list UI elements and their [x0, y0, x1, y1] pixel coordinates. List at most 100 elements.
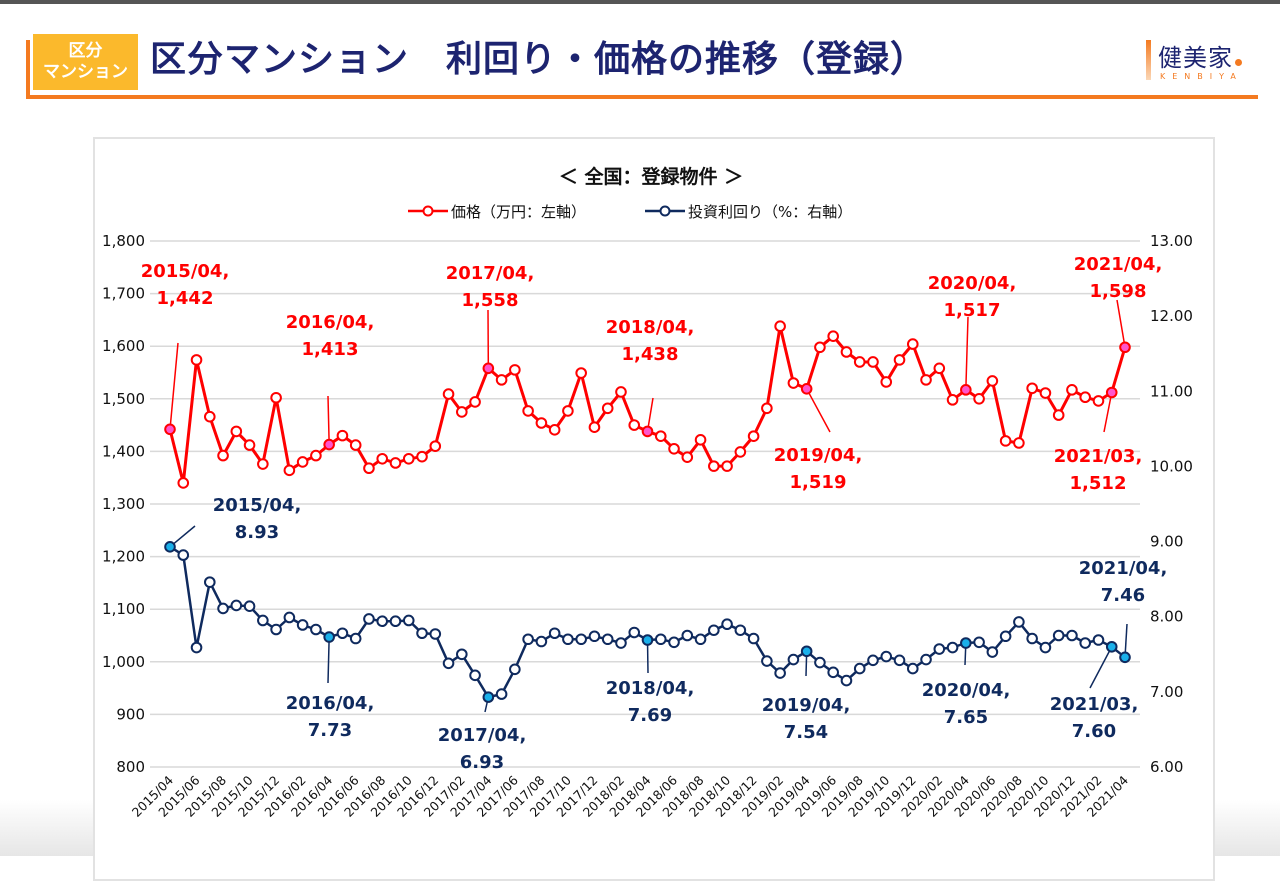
annotation-label-date: 2021/04,: [1074, 254, 1163, 275]
price-point: [245, 440, 255, 450]
price-point: [1107, 388, 1117, 398]
y-right-tick-label: 6.00: [1150, 758, 1183, 776]
y-left-tick-label: 1,300: [102, 495, 145, 513]
yield-point: [563, 634, 573, 644]
annotation-leader-line: [328, 637, 329, 683]
x-axis: 2015/042015/062015/082015/102015/122016/…: [129, 772, 1131, 819]
price-point: [523, 406, 533, 416]
legend: 価格（万円：左軸） 投資利回り（%：右軸）: [408, 203, 852, 221]
y-right-tick-label: 13.00: [1150, 232, 1193, 250]
yield-point: [232, 601, 242, 611]
yield-point: [523, 634, 533, 644]
yield-point: [802, 646, 812, 656]
y-right-tick-label: 11.00: [1150, 382, 1193, 400]
annotation-leader-line: [328, 396, 329, 445]
annotation-leader-line: [807, 389, 830, 432]
annotation-leader-line: [1117, 300, 1125, 347]
legend-price-marker-icon: [424, 207, 433, 216]
annotation-label-value: 6.93: [460, 752, 504, 773]
price-point: [165, 425, 175, 435]
yield-point: [1041, 643, 1051, 653]
price-point: [590, 422, 600, 432]
annotation-label-date: 2020/04,: [922, 680, 1011, 701]
price-point: [789, 378, 799, 388]
price-point: [1094, 396, 1104, 406]
price-point: [457, 407, 467, 417]
annotation-label-value: 1,558: [462, 290, 519, 311]
price-point: [643, 427, 653, 437]
price-point: [669, 444, 679, 454]
yield-point: [643, 635, 653, 645]
annotation-label-date: 2018/04,: [606, 317, 695, 338]
annotation-label-date: 2018/04,: [606, 678, 695, 699]
annotation-label-value: 7.46: [1101, 585, 1145, 606]
yield-point: [537, 637, 547, 647]
yield-point: [470, 671, 480, 681]
price-point: [1014, 438, 1024, 448]
price-point: [497, 375, 507, 385]
annotation-label-value: 1,512: [1070, 473, 1127, 494]
yield-point: [935, 644, 945, 654]
yield-point: [338, 628, 348, 638]
yield-point: [497, 689, 507, 699]
price-point: [828, 331, 838, 341]
price-point: [842, 347, 852, 357]
price-point: [285, 466, 295, 476]
yield-point: [205, 577, 215, 587]
yield-point: [828, 668, 838, 678]
yield-point: [603, 634, 613, 644]
price-point: [762, 403, 772, 413]
annotation-label-value: 7.60: [1072, 721, 1116, 742]
yield-point: [736, 625, 746, 635]
annotation-label-date: 2021/03,: [1054, 446, 1143, 467]
y-left-tick-label: 900: [116, 705, 145, 723]
yield-point: [377, 616, 387, 626]
price-point: [603, 403, 613, 413]
chart-svg: ＜ 全国：登録物件 ＞ 価格（万円：左軸） 投資利回り（%：右軸） 1,8001…: [0, 0, 1280, 856]
yield-point: [417, 628, 427, 638]
yield-point: [948, 643, 958, 653]
annotation-label-value: 1,598: [1090, 281, 1147, 302]
y-right-tick-label: 7.00: [1150, 683, 1183, 701]
price-point: [895, 355, 905, 365]
yield-point: [961, 638, 971, 648]
price-point: [311, 451, 321, 461]
yield-point: [709, 625, 719, 635]
price-point: [948, 395, 958, 405]
price-point: [682, 452, 692, 462]
y-left-tick-label: 1,000: [102, 653, 145, 671]
yield-point: [855, 664, 865, 674]
y-left-tick-label: 1,700: [102, 285, 145, 303]
annotation-label-value: 1,413: [302, 339, 359, 360]
chart-title: ＜ 全国：登録物件 ＞: [559, 165, 743, 188]
yield-point: [1067, 631, 1077, 641]
annotation-label-value: 1,438: [622, 344, 679, 365]
price-point: [881, 377, 891, 387]
y-right-tick-label: 12.00: [1150, 307, 1193, 325]
yield-point: [616, 638, 626, 648]
annotation-label-date: 2016/04,: [286, 693, 375, 714]
price-point: [205, 412, 215, 422]
price-point: [470, 397, 480, 407]
y-left-tick-label: 1,500: [102, 390, 145, 408]
yield-point: [324, 632, 334, 642]
price-point: [815, 342, 825, 352]
yield-point: [550, 628, 560, 638]
yield-point: [457, 649, 467, 659]
yield-point: [1001, 631, 1011, 641]
yield-point: [908, 664, 918, 674]
annotation-label-date: 2021/03,: [1050, 694, 1139, 715]
y-left-tick-label: 1,100: [102, 600, 145, 618]
yield-point: [245, 601, 255, 611]
price-point: [192, 355, 202, 365]
yield-point: [682, 631, 692, 641]
price-point: [988, 376, 998, 386]
yield-point: [881, 652, 891, 662]
annotation-label-date: 2015/04,: [213, 495, 302, 516]
price-point: [430, 441, 440, 451]
yield-point: [749, 634, 759, 644]
yield-point: [775, 668, 785, 678]
y-left-tick-label: 800: [116, 758, 145, 776]
price-point: [298, 457, 308, 467]
yield-point: [218, 604, 228, 614]
